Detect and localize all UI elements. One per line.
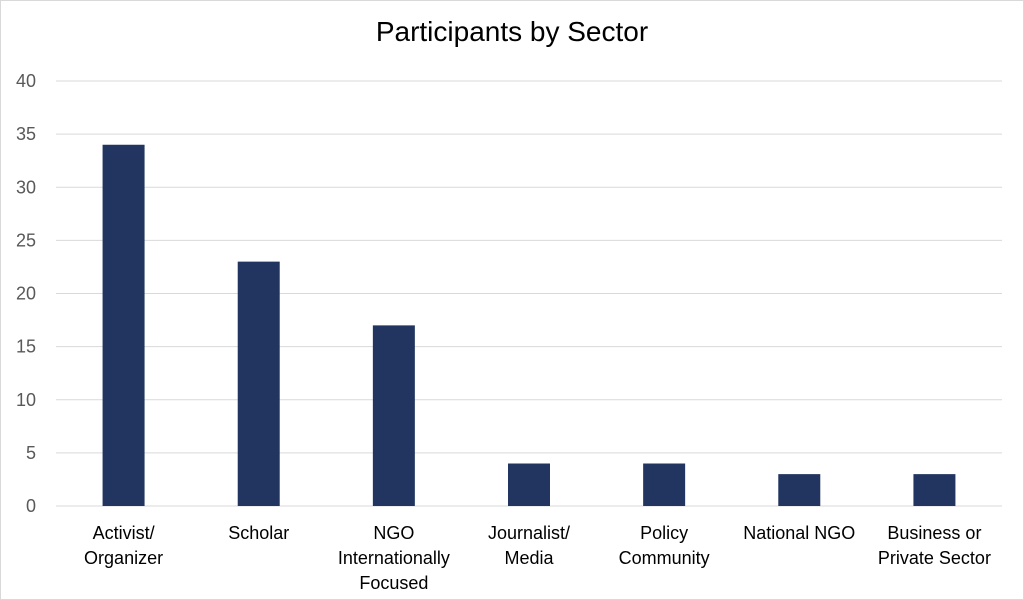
y-tick-label-35: 35 [16,124,36,144]
y-tick-label-25: 25 [16,230,36,250]
bar-5 [643,463,686,506]
x-category-label-5: Policy Community [619,523,710,568]
bar-3 [372,325,415,506]
y-tick-label-20: 20 [16,284,36,304]
x-category-label-3: NGO Internationally Focused [338,523,450,593]
y-tick-label-5: 5 [26,443,36,463]
x-category-label-4: Journalist/Media [488,523,570,568]
bar-2 [237,261,280,506]
y-tick-label-40: 40 [16,71,36,91]
x-category-label-1: Activist/Organizer [84,523,163,568]
bar-7 [913,474,956,506]
bar-4 [508,463,550,506]
y-tick-label-0: 0 [26,496,36,516]
bar-1 [102,144,145,506]
x-category-label-2: Scholar [228,523,289,543]
x-category-label-6: National NGO [743,523,855,543]
y-tick-label-10: 10 [16,390,36,410]
y-tick-label-30: 30 [16,177,36,197]
x-category-label-7: Business or Private Sector [878,523,991,568]
bar-6 [778,474,821,506]
chart-title: Participants by Sector [375,16,649,47]
y-tick-label-15: 15 [16,337,36,357]
